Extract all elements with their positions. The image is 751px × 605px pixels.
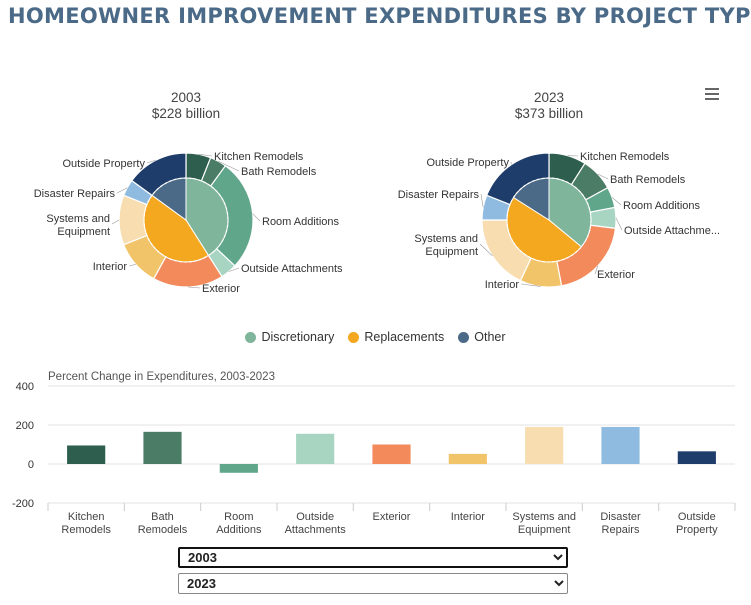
bar-room-additions[interactable] bbox=[219, 464, 258, 473]
slice-label: Kitchen Remodels bbox=[580, 151, 670, 163]
inner-ring-outline bbox=[143, 177, 229, 263]
legend-label-other: Other bbox=[474, 330, 506, 344]
slice-label: Kitchen Remodels bbox=[214, 151, 304, 163]
slice-connector bbox=[615, 217, 623, 231]
year-select-first[interactable]: 2003 bbox=[178, 547, 568, 568]
bar-kitchen-remodels[interactable] bbox=[67, 445, 106, 464]
bar-bath-remodels[interactable] bbox=[143, 431, 182, 464]
x-tick-label: Remodels bbox=[61, 524, 111, 536]
bar-outside-attachments[interactable] bbox=[296, 433, 335, 464]
x-tick-label: Room bbox=[224, 511, 253, 523]
pie-chart-2023: 2023$373 billion Kitchen Remodels Bath Rem… bbox=[398, 90, 720, 291]
x-tick-label: Systems and bbox=[512, 511, 576, 523]
bar-interior[interactable] bbox=[448, 453, 487, 464]
x-tick-label: Bath bbox=[151, 511, 174, 523]
x-tick-label: Remodels bbox=[138, 524, 188, 536]
bar-chart-title: Percent Change in Expenditures, 2003-202… bbox=[48, 371, 275, 383]
slice-label: Outside Property bbox=[62, 158, 145, 170]
slice-connector bbox=[520, 283, 541, 287]
slice-connector bbox=[611, 197, 622, 206]
slice-label: Disaster Repairs bbox=[34, 188, 116, 200]
slice-connector bbox=[146, 160, 156, 164]
y-tick-label: 400 bbox=[16, 381, 34, 393]
slice-label: Room Additions bbox=[623, 200, 701, 212]
slice-label: Bath Remodels bbox=[241, 166, 317, 178]
slice-connector bbox=[594, 265, 599, 275]
y-tick-label: 0 bbox=[28, 459, 34, 471]
bar-systems-and-equipment[interactable] bbox=[525, 426, 564, 464]
x-tick-label: Outside bbox=[296, 511, 334, 523]
legend-item-replacements[interactable]: Replacements bbox=[348, 330, 444, 344]
pie-charts: 2003$228 billion Kitchen Remodels Bath Rem… bbox=[34, 90, 720, 295]
legend-item-discretionary[interactable]: Discretionary bbox=[245, 330, 334, 344]
page-title: HOMEOWNER IMPROVEMENT EXPENDITURES BY PR… bbox=[8, 4, 751, 28]
pie-chart-2003: 2003$228 billion Kitchen Remodels Bath Rem… bbox=[34, 90, 343, 295]
slice-connector bbox=[228, 267, 240, 272]
pie-title: 2023 bbox=[534, 90, 564, 105]
slice-label: Exterior bbox=[202, 283, 240, 295]
x-tick-label: Additions bbox=[216, 524, 262, 536]
hamburger-menu-icon[interactable] bbox=[705, 88, 719, 100]
x-tick-label: Repairs bbox=[602, 524, 640, 536]
slice-label: Outside Attachments bbox=[241, 263, 343, 275]
x-tick-label: Equipment bbox=[518, 524, 571, 536]
bar-exterior[interactable] bbox=[372, 444, 411, 465]
pie-subtitle: $228 billion bbox=[152, 106, 220, 121]
bar-chart: -2000200400KitchenRemodelsBathRemodelsRo… bbox=[12, 381, 736, 536]
legend-label-discretionary: Discretionary bbox=[261, 330, 335, 344]
x-tick-label: Exterior bbox=[373, 511, 411, 523]
slice-label: Bath Remodels bbox=[610, 174, 686, 186]
x-tick-label: Interior bbox=[451, 511, 486, 523]
slice-label: Interior bbox=[485, 279, 520, 291]
y-tick-label: 200 bbox=[16, 420, 34, 432]
inner-ring-outline bbox=[506, 177, 592, 263]
slice-label: Room Additions bbox=[262, 216, 340, 228]
slice-connector bbox=[480, 193, 484, 208]
x-tick-label: Property bbox=[676, 524, 718, 536]
slice-connector bbox=[111, 219, 120, 225]
pie-subtitle: $373 billion bbox=[515, 106, 583, 121]
slice-connector bbox=[128, 264, 136, 267]
legend-item-other[interactable]: Other bbox=[458, 330, 506, 344]
slice-connector bbox=[218, 161, 240, 172]
legend-dot-replacements bbox=[348, 331, 360, 343]
slice-label: Outside Property bbox=[426, 157, 509, 169]
x-tick-label: Disaster bbox=[600, 511, 641, 523]
slice-connector bbox=[198, 153, 213, 157]
slice-label: Equipment bbox=[57, 226, 110, 238]
x-tick-label: Attachments bbox=[285, 524, 347, 536]
slice-label: Interior bbox=[93, 261, 128, 273]
x-tick-label: Outside bbox=[678, 511, 716, 523]
slice-label: Equipment bbox=[425, 246, 478, 258]
bar-disaster-repairs[interactable] bbox=[601, 426, 640, 464]
slice-connector bbox=[252, 213, 261, 222]
slice-connector bbox=[116, 187, 128, 194]
slice-connector bbox=[597, 173, 609, 180]
x-tick-label: Kitchen bbox=[68, 511, 105, 523]
slice-label: Disaster Repairs bbox=[398, 189, 480, 201]
legend-dot-discretionary bbox=[245, 331, 257, 343]
slice-connector bbox=[479, 243, 493, 257]
bar-outside-property[interactable] bbox=[677, 451, 716, 464]
pie-title: 2003 bbox=[171, 90, 201, 105]
y-tick-label: -200 bbox=[12, 498, 34, 510]
slice-label: Systems and bbox=[46, 213, 110, 225]
slice-label: Exterior bbox=[597, 269, 635, 281]
legend-dot-other bbox=[458, 331, 470, 343]
legend-label-replacements: Replacements bbox=[364, 330, 445, 344]
legend: Discretionary Replacements Other bbox=[0, 330, 751, 344]
slice-connector bbox=[188, 286, 201, 289]
slice-label: Outside Attachme... bbox=[624, 225, 720, 237]
slice-label: Systems and bbox=[414, 233, 478, 245]
year-select-second[interactable]: 2023 bbox=[178, 573, 568, 594]
